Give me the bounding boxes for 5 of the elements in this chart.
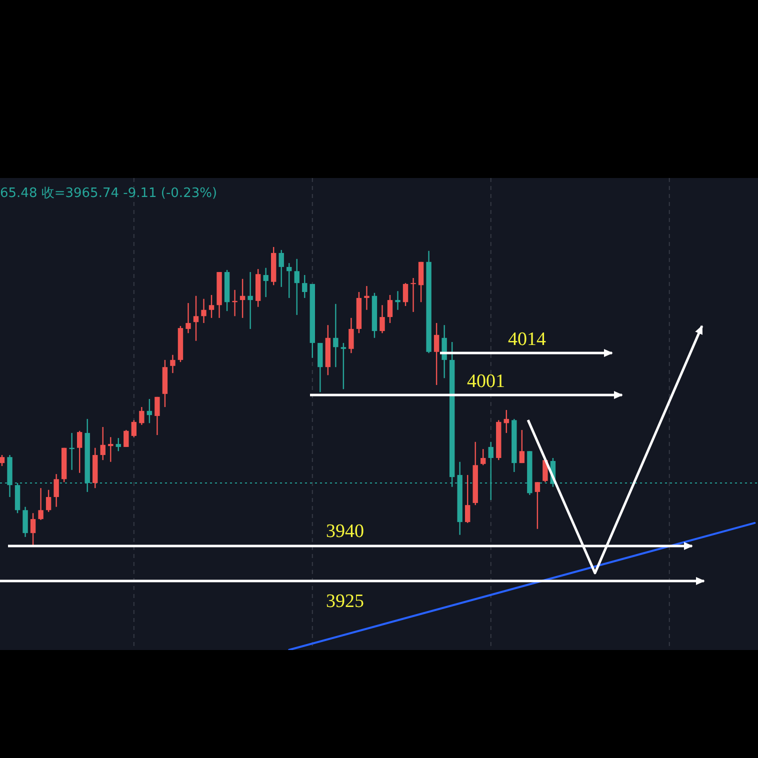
chart-subtitle: 65.48 收=3965.74 -9.11 (-0.23%) bbox=[0, 186, 218, 201]
annotation: 4001 bbox=[467, 371, 505, 392]
text: 3925 bbox=[326, 591, 364, 612]
annotation: 3940 bbox=[326, 521, 364, 542]
annotation: 4014 bbox=[508, 329, 546, 350]
